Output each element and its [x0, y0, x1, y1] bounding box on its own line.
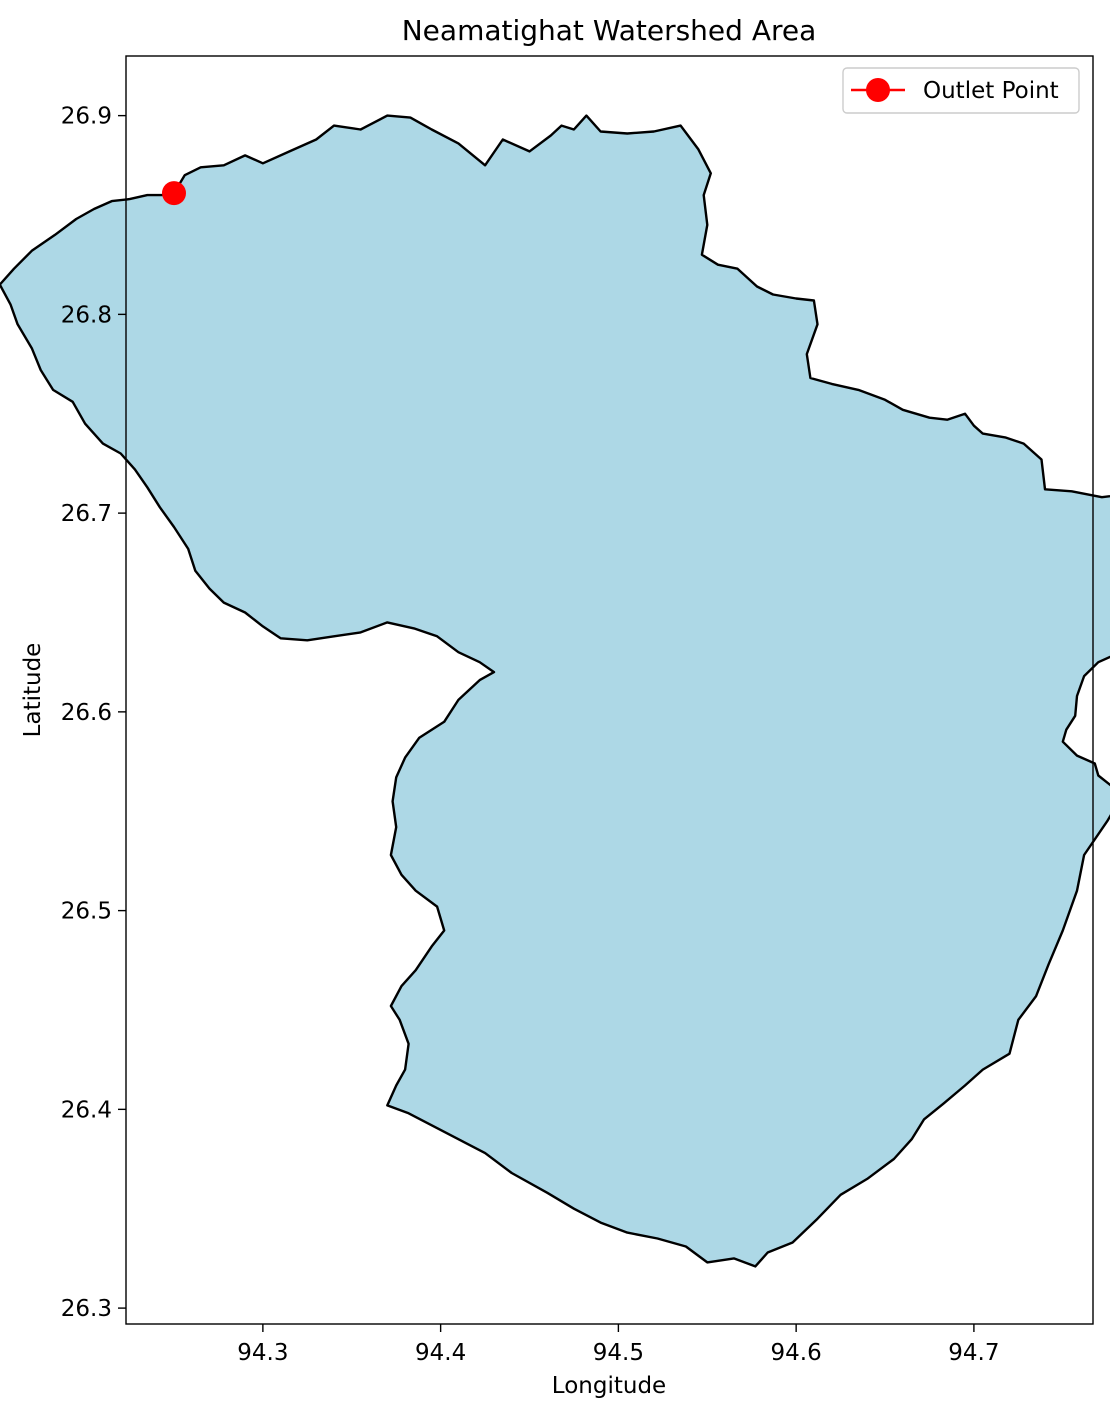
x-tick-label: 94.6 [771, 1340, 822, 1366]
legend-box [842, 67, 1080, 114]
y-tick-label: 26.3 [61, 1296, 112, 1322]
plot-area [0, 114, 1110, 1268]
x-tick-label: 94.3 [237, 1340, 288, 1366]
axes-frame [125, 55, 1094, 1325]
chart-title: Neamatighat Watershed Area [402, 14, 817, 47]
y-axis-ticks: 26.3 26.4 26.5 26.6 26.7 26.8 26.9 [61, 104, 126, 1322]
y-tick-label: 26.6 [61, 700, 112, 726]
y-tick-label: 26.4 [61, 1097, 112, 1123]
legend-entry-label: Outlet Point [923, 78, 1059, 104]
x-axis-label: Longitude [552, 1373, 666, 1399]
y-tick-label: 26.7 [61, 501, 112, 527]
x-axis-ticks: 94.3 94.4 94.5 94.6 94.7 [237, 1324, 1000, 1366]
y-tick-label: 26.5 [61, 899, 112, 925]
x-tick-label: 94.7 [948, 1340, 999, 1366]
y-tick-label: 26.8 [61, 302, 112, 328]
watershed-polygon [0, 114, 1110, 1268]
series-layer [161, 181, 186, 206]
y-tick-label: 26.9 [61, 104, 112, 130]
x-tick-label: 94.4 [415, 1340, 466, 1366]
x-tick-label: 94.5 [593, 1340, 644, 1366]
legend: Outlet Point [842, 67, 1080, 114]
legend-marker-sample [866, 78, 890, 102]
y-axis-label: Latitude [20, 643, 46, 738]
outlet-point-marker [161, 181, 186, 206]
